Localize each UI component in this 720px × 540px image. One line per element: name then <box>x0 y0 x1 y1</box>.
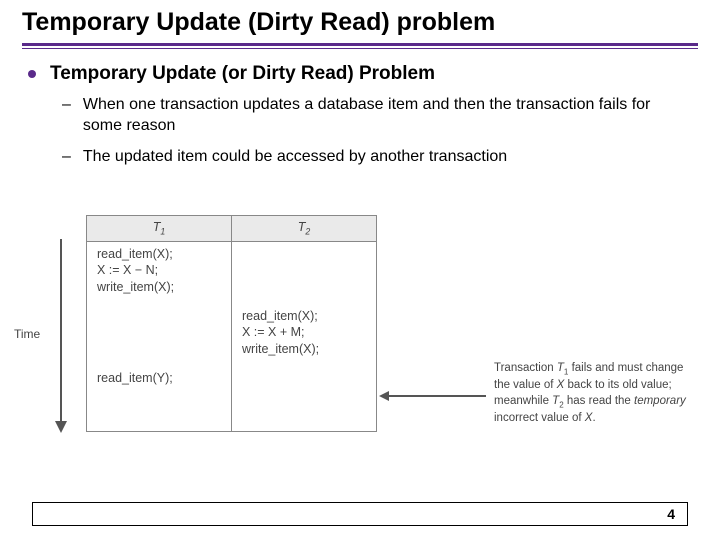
sub-bullet-2: – The updated item could be accessed by … <box>62 147 698 168</box>
footer-bar: 4 <box>32 502 688 526</box>
annot-temp: temporary <box>634 395 686 407</box>
transaction-diagram: Time T1 T2 read_item(X); X := X − N; wri… <box>56 215 676 460</box>
sub-bullet-1: – When one transaction updates a databas… <box>62 95 698 137</box>
slide-container: Temporary Update (Dirty Read) problem Te… <box>0 0 720 540</box>
t2-gap <box>242 246 366 308</box>
annot-p4: has read the <box>564 395 634 407</box>
t1-ops-1: read_item(X); X := X − N; write_item(X); <box>97 246 221 297</box>
time-axis-label: Time <box>14 327 40 341</box>
t1-gap2 <box>97 348 221 370</box>
annotation-text: Transaction T1 fails and must change the… <box>494 361 694 426</box>
bullet-main: Temporary Update (or Dirty Read) Problem <box>28 63 698 85</box>
bullet-dot-icon <box>28 70 36 78</box>
sub-bullet-1-text: When one transaction updates a database … <box>83 95 663 137</box>
t1-ops-2: read_item(Y); <box>97 370 221 387</box>
bullet-main-text: Temporary Update (or Dirty Read) Problem <box>50 63 435 85</box>
title-rule-thick <box>22 43 698 46</box>
sub-bullet-list: – When one transaction updates a databas… <box>62 95 698 167</box>
annot-t1: T <box>557 362 564 374</box>
t1-cell: read_item(X); X := X − N; write_item(X);… <box>87 241 232 431</box>
annotation-arrow-icon <box>381 395 486 397</box>
annot-p5: incorrect value of <box>494 412 585 424</box>
page-number: 4 <box>667 506 675 522</box>
sub-bullet-2-text: The updated item could be accessed by an… <box>83 147 507 168</box>
t2-ops: read_item(X); X := X + M; write_item(X); <box>242 308 366 359</box>
table-header-t2: T2 <box>232 216 377 242</box>
t2-cell: read_item(X); X := X + M; write_item(X); <box>232 241 377 431</box>
t1-sub: 1 <box>160 227 165 237</box>
slide-title: Temporary Update (Dirty Read) problem <box>22 8 698 43</box>
annot-p6: . <box>592 412 595 424</box>
table-header-t1: T1 <box>87 216 232 242</box>
transaction-table: T1 T2 read_item(X); X := X − N; write_it… <box>86 215 377 432</box>
title-rule-thin <box>22 48 698 49</box>
dash-icon: – <box>62 147 71 168</box>
time-arrow-icon <box>60 239 62 431</box>
annot-p1: Transaction <box>494 362 557 374</box>
dash-icon: – <box>62 95 71 116</box>
t2-sub: 2 <box>305 227 310 237</box>
t1-gap <box>97 296 221 348</box>
